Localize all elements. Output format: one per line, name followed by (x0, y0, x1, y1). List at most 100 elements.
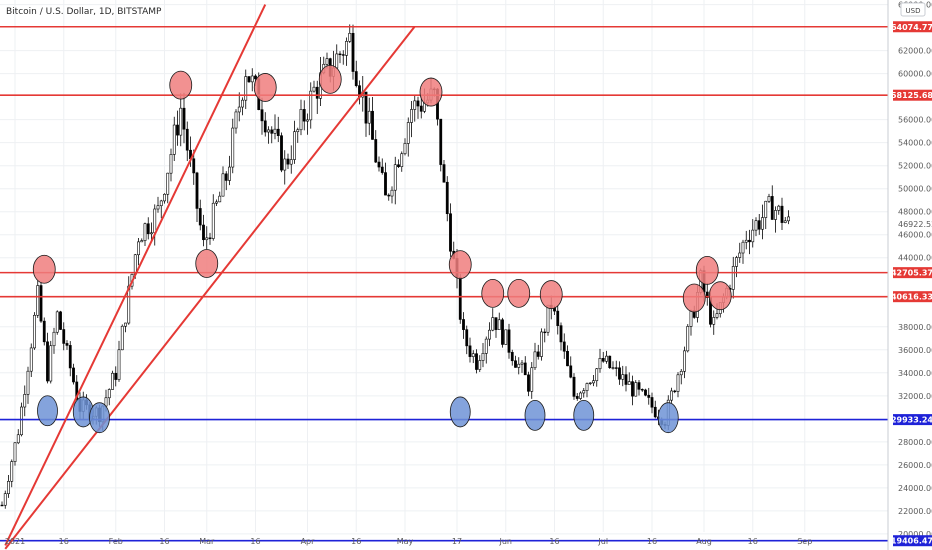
candle (634, 380, 638, 397)
candle (49, 340, 53, 384)
resistance-marker[interactable] (539, 280, 563, 309)
candle (497, 312, 501, 330)
support-marker[interactable] (657, 402, 679, 434)
resistance-marker[interactable] (169, 70, 193, 100)
resistance-marker[interactable] (419, 77, 443, 107)
candle (377, 156, 381, 172)
trend-line[interactable] (4, 4, 267, 546)
candle (556, 305, 560, 335)
trend-lines (4, 4, 416, 550)
candle (608, 355, 612, 369)
candle (731, 256, 735, 299)
candle (276, 116, 280, 143)
candle (150, 222, 153, 240)
candle (345, 37, 348, 66)
support-marker[interactable] (524, 399, 546, 431)
candle (137, 237, 140, 266)
candle (146, 217, 150, 240)
candle (527, 371, 530, 397)
candle (572, 373, 576, 400)
trend-line[interactable] (4, 25, 416, 550)
x-tick-label: 16 (748, 537, 758, 546)
candle (520, 359, 524, 373)
candle (244, 69, 248, 110)
candle (250, 68, 254, 92)
candle (767, 193, 771, 203)
resistance-marker[interactable] (318, 64, 342, 94)
candle (468, 337, 472, 363)
resistance-marker[interactable] (507, 279, 531, 308)
candle (770, 185, 774, 220)
x-tick-label: 2021 (5, 537, 25, 546)
level-price-label: 29933.24 (891, 416, 932, 425)
candle (302, 100, 306, 131)
candle (198, 199, 202, 231)
support-marker[interactable] (37, 395, 58, 427)
candle (592, 374, 595, 387)
support-marker[interactable] (573, 399, 595, 431)
support-marker[interactable] (89, 402, 110, 434)
candle (166, 172, 170, 204)
candle (780, 197, 784, 231)
candle (748, 229, 751, 255)
candle (283, 150, 287, 185)
x-tick-label: 17 (452, 537, 462, 546)
candle (280, 132, 283, 173)
candle (406, 117, 410, 157)
candle (774, 206, 777, 233)
candle (234, 109, 238, 134)
candle (29, 343, 33, 378)
candle (689, 309, 693, 336)
candle (42, 317, 46, 346)
candle (705, 282, 709, 306)
candle (351, 24, 355, 80)
time-axis: 2021 16 Feb 16 Mar 16 Apr 16 May 17 Jun 16 Jul 16 Aug 1… (5, 537, 812, 546)
resistance-marker[interactable] (682, 283, 706, 313)
y-tick-label: 62000.00 (898, 47, 932, 56)
candle (114, 366, 118, 387)
y-tick-label: 36000.00 (898, 346, 932, 355)
candle (754, 217, 758, 237)
currency-button[interactable]: USD (900, 2, 926, 17)
candle (241, 97, 244, 116)
candle (637, 379, 641, 396)
resistance-marker[interactable] (253, 73, 277, 102)
candle (582, 388, 586, 398)
candle (46, 332, 49, 384)
level-price-label: 58125.68 (891, 91, 932, 100)
resistance-marker[interactable] (481, 279, 505, 308)
candle (380, 158, 384, 175)
level-price-label: 42705.37 (891, 269, 932, 278)
candle (631, 375, 634, 406)
candle (673, 389, 677, 394)
y-tick-label: 60000.00 (898, 70, 932, 79)
candle (439, 118, 443, 172)
candle (543, 328, 547, 343)
candle (679, 369, 683, 385)
candle (10, 459, 14, 488)
candle (783, 217, 787, 224)
candle (306, 113, 309, 135)
candle (358, 80, 361, 105)
support-marker[interactable] (449, 396, 471, 428)
resistance-marker[interactable] (448, 250, 472, 280)
resistance-marker[interactable] (32, 254, 56, 284)
resistance-marker[interactable] (195, 249, 219, 278)
candle (510, 349, 514, 366)
level-price-tag: 19406.47 (891, 535, 932, 547)
x-tick-label: Jul (597, 537, 608, 546)
candle (107, 388, 111, 406)
x-tick-label: Feb (109, 537, 123, 546)
resistance-marker[interactable] (708, 281, 732, 311)
candle (176, 110, 179, 146)
candle (413, 94, 417, 122)
candle (202, 214, 205, 247)
resistance-marker[interactable] (695, 255, 719, 285)
y-tick-label: 34000.00 (898, 369, 932, 378)
candle (419, 95, 423, 119)
candle (247, 76, 251, 83)
candle (536, 344, 540, 360)
candle (501, 317, 504, 348)
candle (237, 92, 241, 122)
